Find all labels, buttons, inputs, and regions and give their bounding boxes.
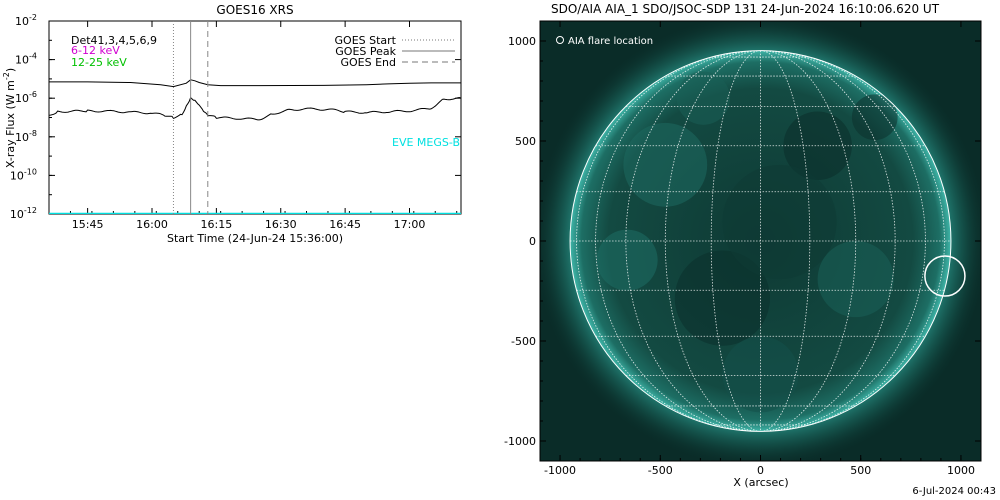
legend-detectors: Det41,3,4,5,6,9 — [71, 34, 157, 47]
goes-y-tick-base: 10 — [15, 131, 29, 144]
aia-y-tick-label: 1000 — [508, 35, 536, 48]
goes-y-tick-label: 10-2 — [15, 13, 37, 28]
solar-texture-patch — [596, 229, 658, 291]
solar-texture-patch — [722, 336, 799, 413]
goes-x-tick-label: 16:30 — [265, 218, 297, 231]
goes-x-axis-label: Start Time (24-Jun-24 15:36:00) — [167, 232, 343, 245]
grid-longitude-line — [625, 50, 761, 432]
goes-series-line — [49, 79, 461, 88]
goes-y-tick-label: 10-12 — [10, 206, 37, 221]
footer-timestamp: 6-Jul-2024 00:43 — [912, 486, 996, 497]
goes-y-tick-label: 10-6 — [15, 90, 37, 105]
flare-legend-symbol — [556, 36, 564, 44]
solar-texture-patch — [623, 122, 708, 207]
goes-x-tick-label: 17:00 — [394, 218, 426, 231]
goes-y-tick-label: 10-8 — [15, 129, 37, 144]
goes-x-tick-label: 16:00 — [136, 218, 168, 231]
goes-y-axis-label-main: X-ray Flux (W m — [4, 80, 17, 168]
goes-y-tick-exp: -12 — [24, 206, 37, 215]
goes-series-line — [49, 96, 461, 121]
grid-longitude-line — [576, 50, 761, 432]
aia-y-tick-label: -1000 — [504, 435, 536, 448]
goes-x-tick-label: 16:15 — [201, 218, 233, 231]
goes-y-tick-exp: -4 — [29, 52, 37, 61]
legend-goes-end: GOES End — [340, 56, 396, 69]
solar-limb — [569, 50, 952, 432]
goes-y-axis-label-sup: -2 — [2, 72, 11, 80]
solar-texture-patch — [674, 250, 771, 346]
goes-y-tick-exp: -10 — [24, 167, 37, 176]
goes-y-tick-base: 10 — [10, 169, 24, 182]
goes-y-tick-base: 10 — [10, 208, 24, 221]
goes-y-tick-base: 10 — [15, 54, 29, 67]
goes-y-tick-exp: -2 — [29, 13, 37, 22]
goes-series-layer — [49, 79, 461, 214]
goes-y-axis-label: X-ray Flux (W m-2) — [2, 68, 17, 168]
legend-goes-peak: GOES Peak — [335, 45, 396, 58]
heliographic-grid — [570, 50, 951, 432]
goes-x-tick-label: 15:45 — [72, 218, 104, 231]
goes-y-tick-base: 10 — [15, 92, 29, 105]
aia-axes: -1000 -500 0 500 1000 1000 500 0 -500 -1000 — [504, 21, 981, 477]
eve-megs-b-label: EVE MEGS-B — [392, 136, 460, 149]
grid-longitude-line — [760, 50, 896, 432]
aia-y-tick-label: 500 — [515, 135, 536, 148]
aia-x-tick-label: 1000 — [947, 464, 975, 477]
solar-texture-patch — [722, 164, 837, 280]
grid-longitude-line — [760, 50, 811, 432]
goes-event-lines — [172, 21, 209, 214]
aia-y-tick-label: -500 — [511, 335, 536, 348]
aia-x-tick-label: 500 — [850, 464, 871, 477]
grid-longitude-line — [595, 50, 761, 432]
aia-x-tick-label: 0 — [757, 464, 764, 477]
aia-image-title: SDO/AIA AIA_1 SDO/JSOC-SDP 131 24-Jun-20… — [551, 2, 940, 16]
aia-solar-image-panel: SDO/AIA AIA_1 SDO/JSOC-SDP 131 24-Jun-20… — [504, 2, 982, 489]
legend-goes-start: GOES Start — [335, 34, 397, 47]
solar-texture-patch — [817, 241, 894, 318]
goes-xrs-chart: GOES16 XRS 15:45 16:00 16:15 16:30 16:45 17:0… — [2, 3, 462, 245]
aia-y-tick-label: 0 — [529, 235, 536, 248]
goes-y-axis-label-close: ) — [4, 68, 17, 72]
goes-y-tick-label: 10-10 — [10, 167, 37, 182]
aia-image-area: AIA flare location — [540, 21, 981, 461]
solar-texture-patch — [851, 94, 898, 141]
aia-x-axis-label: X (arcsec) — [733, 476, 788, 489]
grid-longitude-line — [760, 50, 945, 432]
grid-longitude-line — [710, 50, 761, 432]
solar-texture-patch — [676, 71, 731, 125]
goes-y-tick-base: 10 — [15, 15, 29, 28]
goes-y-tick-exp: -8 — [29, 129, 37, 138]
solar-disk-texture — [596, 71, 898, 413]
goes-chart-title: GOES16 XRS — [216, 3, 293, 17]
legend-12-25-kev: 12-25 keV — [71, 56, 127, 69]
goes-x-tick-label: 16:45 — [329, 218, 361, 231]
flare-location-marker — [924, 255, 966, 297]
goes-y-tick-label: 10-4 — [15, 52, 37, 67]
aia-x-tick-label: -1000 — [544, 464, 576, 477]
flare-legend-label: AIA flare location — [568, 36, 653, 47]
legend-6-12-kev: 6-12 keV — [71, 44, 120, 57]
goes-y-tick-exp: -6 — [29, 90, 37, 99]
aia-x-tick-label: -500 — [648, 464, 673, 477]
grid-longitude-line — [760, 50, 926, 432]
